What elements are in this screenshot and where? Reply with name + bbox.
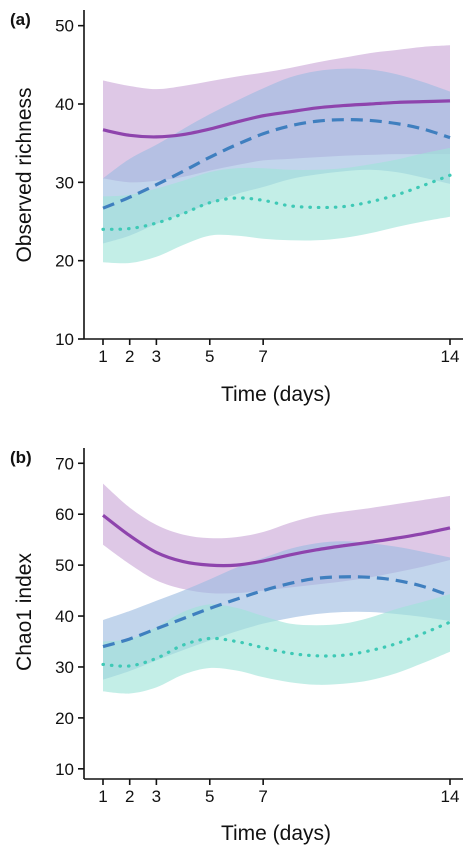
panel-b-y-tick-label: 50 bbox=[55, 556, 74, 575]
panel-a-series-1-line bbox=[102, 99, 451, 139]
panel-b-y-tick-label: 70 bbox=[55, 454, 74, 473]
panel-a-x-tick-label: 7 bbox=[258, 347, 267, 366]
panel-a-x-axis-label: Time (days) bbox=[221, 383, 331, 406]
panel-b-x-tick-label: 14 bbox=[441, 787, 460, 806]
panel-a-x-tick-label: 3 bbox=[152, 347, 161, 366]
panel-b-lines bbox=[101, 513, 452, 668]
panel-b-x-tick-label: 7 bbox=[258, 787, 267, 806]
panel-a-y-tick-label: 50 bbox=[55, 17, 74, 36]
panel-a-x-tick-label: 5 bbox=[205, 347, 214, 366]
panel-b: (b) Chao1 index Time (days) 10 20 30 40 50 60… bbox=[10, 448, 463, 845]
panel-a-bands bbox=[103, 45, 450, 264]
panel-b-y-axis-label: Chao1 index bbox=[13, 553, 36, 671]
panel-a-y-axis-label: Observed richness bbox=[13, 87, 36, 262]
panel-a-series-2-line bbox=[102, 118, 451, 210]
panel-a-x-tick-label: 2 bbox=[125, 347, 134, 366]
panel-b-y-tick-label: 30 bbox=[55, 658, 74, 677]
panel-a-lines bbox=[101, 99, 452, 231]
panel-a-axes: 10 20 30 40 50 1 2 3 5 7 14 bbox=[55, 10, 463, 366]
panel-b-series-3-line bbox=[101, 620, 452, 668]
panel-b-x-tick-label: 2 bbox=[125, 787, 134, 806]
panel-a-series-3-confidence-band bbox=[103, 147, 450, 264]
panel-b-bands bbox=[103, 483, 450, 694]
panel-b-label: (b) bbox=[10, 448, 32, 467]
panel-a-x-tick-label: 1 bbox=[98, 347, 107, 366]
panel-a: (a) Observed richness Time (days) 10 20 30… bbox=[10, 10, 463, 406]
panel-a-y-tick-label: 40 bbox=[55, 95, 74, 114]
panel-b-series-2-line bbox=[102, 575, 451, 649]
panel-b-axes: 10 20 30 40 50 60 70 1 2 3 5 7 14 bbox=[55, 448, 463, 806]
panel-a-y-tick-label: 10 bbox=[55, 330, 74, 349]
panel-b-series-1-line bbox=[102, 513, 451, 568]
panel-b-y-tick-label: 20 bbox=[55, 709, 74, 728]
panel-a-y-tick-label: 20 bbox=[55, 252, 74, 271]
panel-b-y-tick-label: 60 bbox=[55, 505, 74, 524]
panel-b-x-axis-label: Time (days) bbox=[221, 822, 331, 845]
panel-b-x-tick-label: 1 bbox=[98, 787, 107, 806]
panel-b-x-tick-label: 3 bbox=[152, 787, 161, 806]
panel-a-series-3-line bbox=[101, 173, 452, 231]
panel-a-x-tick-label: 14 bbox=[441, 347, 460, 366]
panel-b-y-tick-label: 40 bbox=[55, 607, 74, 626]
panel-a-label: (a) bbox=[10, 10, 31, 29]
panel-b-y-tick-label: 10 bbox=[55, 760, 74, 779]
panel-a-y-tick-label: 30 bbox=[55, 173, 74, 192]
panel-b-x-tick-label: 5 bbox=[205, 787, 214, 806]
panel-b-series-3-confidence-band bbox=[103, 594, 450, 694]
